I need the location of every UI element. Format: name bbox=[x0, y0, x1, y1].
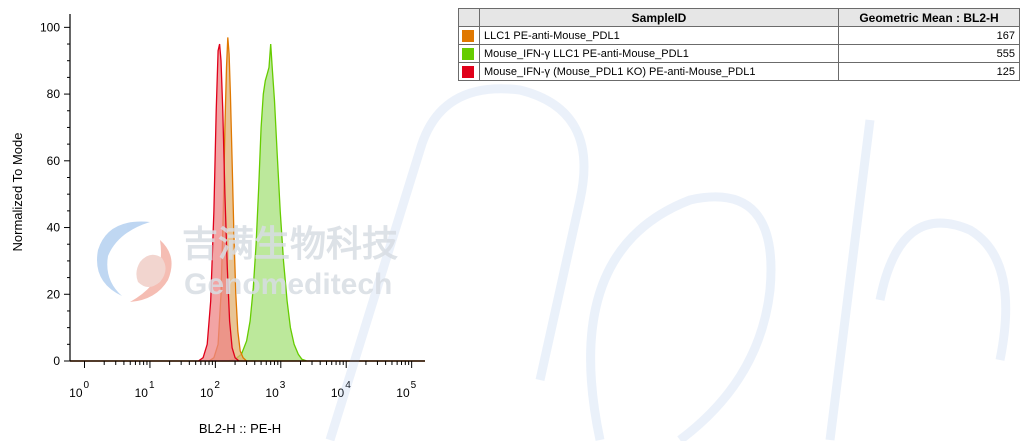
row-geometric-mean: 555 bbox=[838, 44, 1020, 63]
y-tick-label: 100 bbox=[40, 20, 60, 34]
x-tick-label: 10 bbox=[396, 386, 410, 400]
x-tick-exponent: 4 bbox=[345, 380, 351, 391]
histogram-series-layer bbox=[70, 37, 425, 362]
x-tick-exponent: 3 bbox=[280, 380, 286, 391]
row-color-swatch bbox=[458, 26, 480, 45]
color-swatch-icon bbox=[462, 47, 474, 60]
color-swatch-icon bbox=[462, 29, 474, 42]
row-color-swatch bbox=[458, 62, 480, 81]
color-swatch-icon bbox=[462, 65, 474, 78]
table-row: Mouse_IFN-γ LLC1 PE-anti-Mouse_PDL1 555 bbox=[458, 44, 1020, 63]
table-row: Mouse_IFN-γ (Mouse_PDL1 KO) PE-anti-Mous… bbox=[458, 62, 1020, 81]
row-geometric-mean: 167 bbox=[838, 26, 1020, 45]
x-tick-label: 10 bbox=[265, 386, 279, 400]
statistics-table: SampleID Geometric Mean : BL2-H LLC1 PE-… bbox=[458, 8, 1020, 81]
x-tick-exponent: 5 bbox=[411, 380, 417, 391]
row-color-swatch bbox=[458, 44, 480, 63]
x-tick-label: 10 bbox=[135, 386, 149, 400]
row-sample-id: Mouse_IFN-γ LLC1 PE-anti-Mouse_PDL1 bbox=[479, 44, 839, 63]
y-tick-label: 40 bbox=[47, 221, 61, 235]
x-tick-exponent: 1 bbox=[149, 380, 155, 391]
histogram-series-3 bbox=[70, 43, 425, 362]
row-sample-id: LLC1 PE-anti-Mouse_PDL1 bbox=[479, 26, 839, 45]
y-tick-label: 0 bbox=[53, 354, 60, 368]
x-tick-label: 10 bbox=[69, 386, 83, 400]
swatch-header bbox=[458, 8, 480, 27]
table-header-row: SampleID Geometric Mean : BL2-H bbox=[458, 8, 1020, 27]
x-tick-exponent: 0 bbox=[84, 380, 90, 391]
x-axis-label: BL2-H :: PE-H bbox=[199, 421, 281, 436]
row-sample-id: Mouse_IFN-γ (Mouse_PDL1 KO) PE-anti-Mous… bbox=[479, 62, 839, 81]
y-axis-label: Normalized To Mode bbox=[10, 133, 25, 252]
header-geometric-mean: Geometric Mean : BL2-H bbox=[838, 8, 1020, 27]
x-tick-exponent: 2 bbox=[214, 380, 220, 391]
x-tick-label: 10 bbox=[331, 386, 345, 400]
y-tick-label: 60 bbox=[47, 154, 61, 168]
row-geometric-mean: 125 bbox=[838, 62, 1020, 81]
histogram-series-2 bbox=[70, 37, 425, 362]
x-tick-label: 10 bbox=[200, 386, 214, 400]
histogram-series-1 bbox=[70, 43, 425, 362]
y-tick-label: 80 bbox=[47, 87, 61, 101]
table-row: LLC1 PE-anti-Mouse_PDL1 167 bbox=[458, 26, 1020, 45]
header-sample-id: SampleID bbox=[479, 8, 839, 27]
y-tick-label: 20 bbox=[47, 287, 61, 301]
